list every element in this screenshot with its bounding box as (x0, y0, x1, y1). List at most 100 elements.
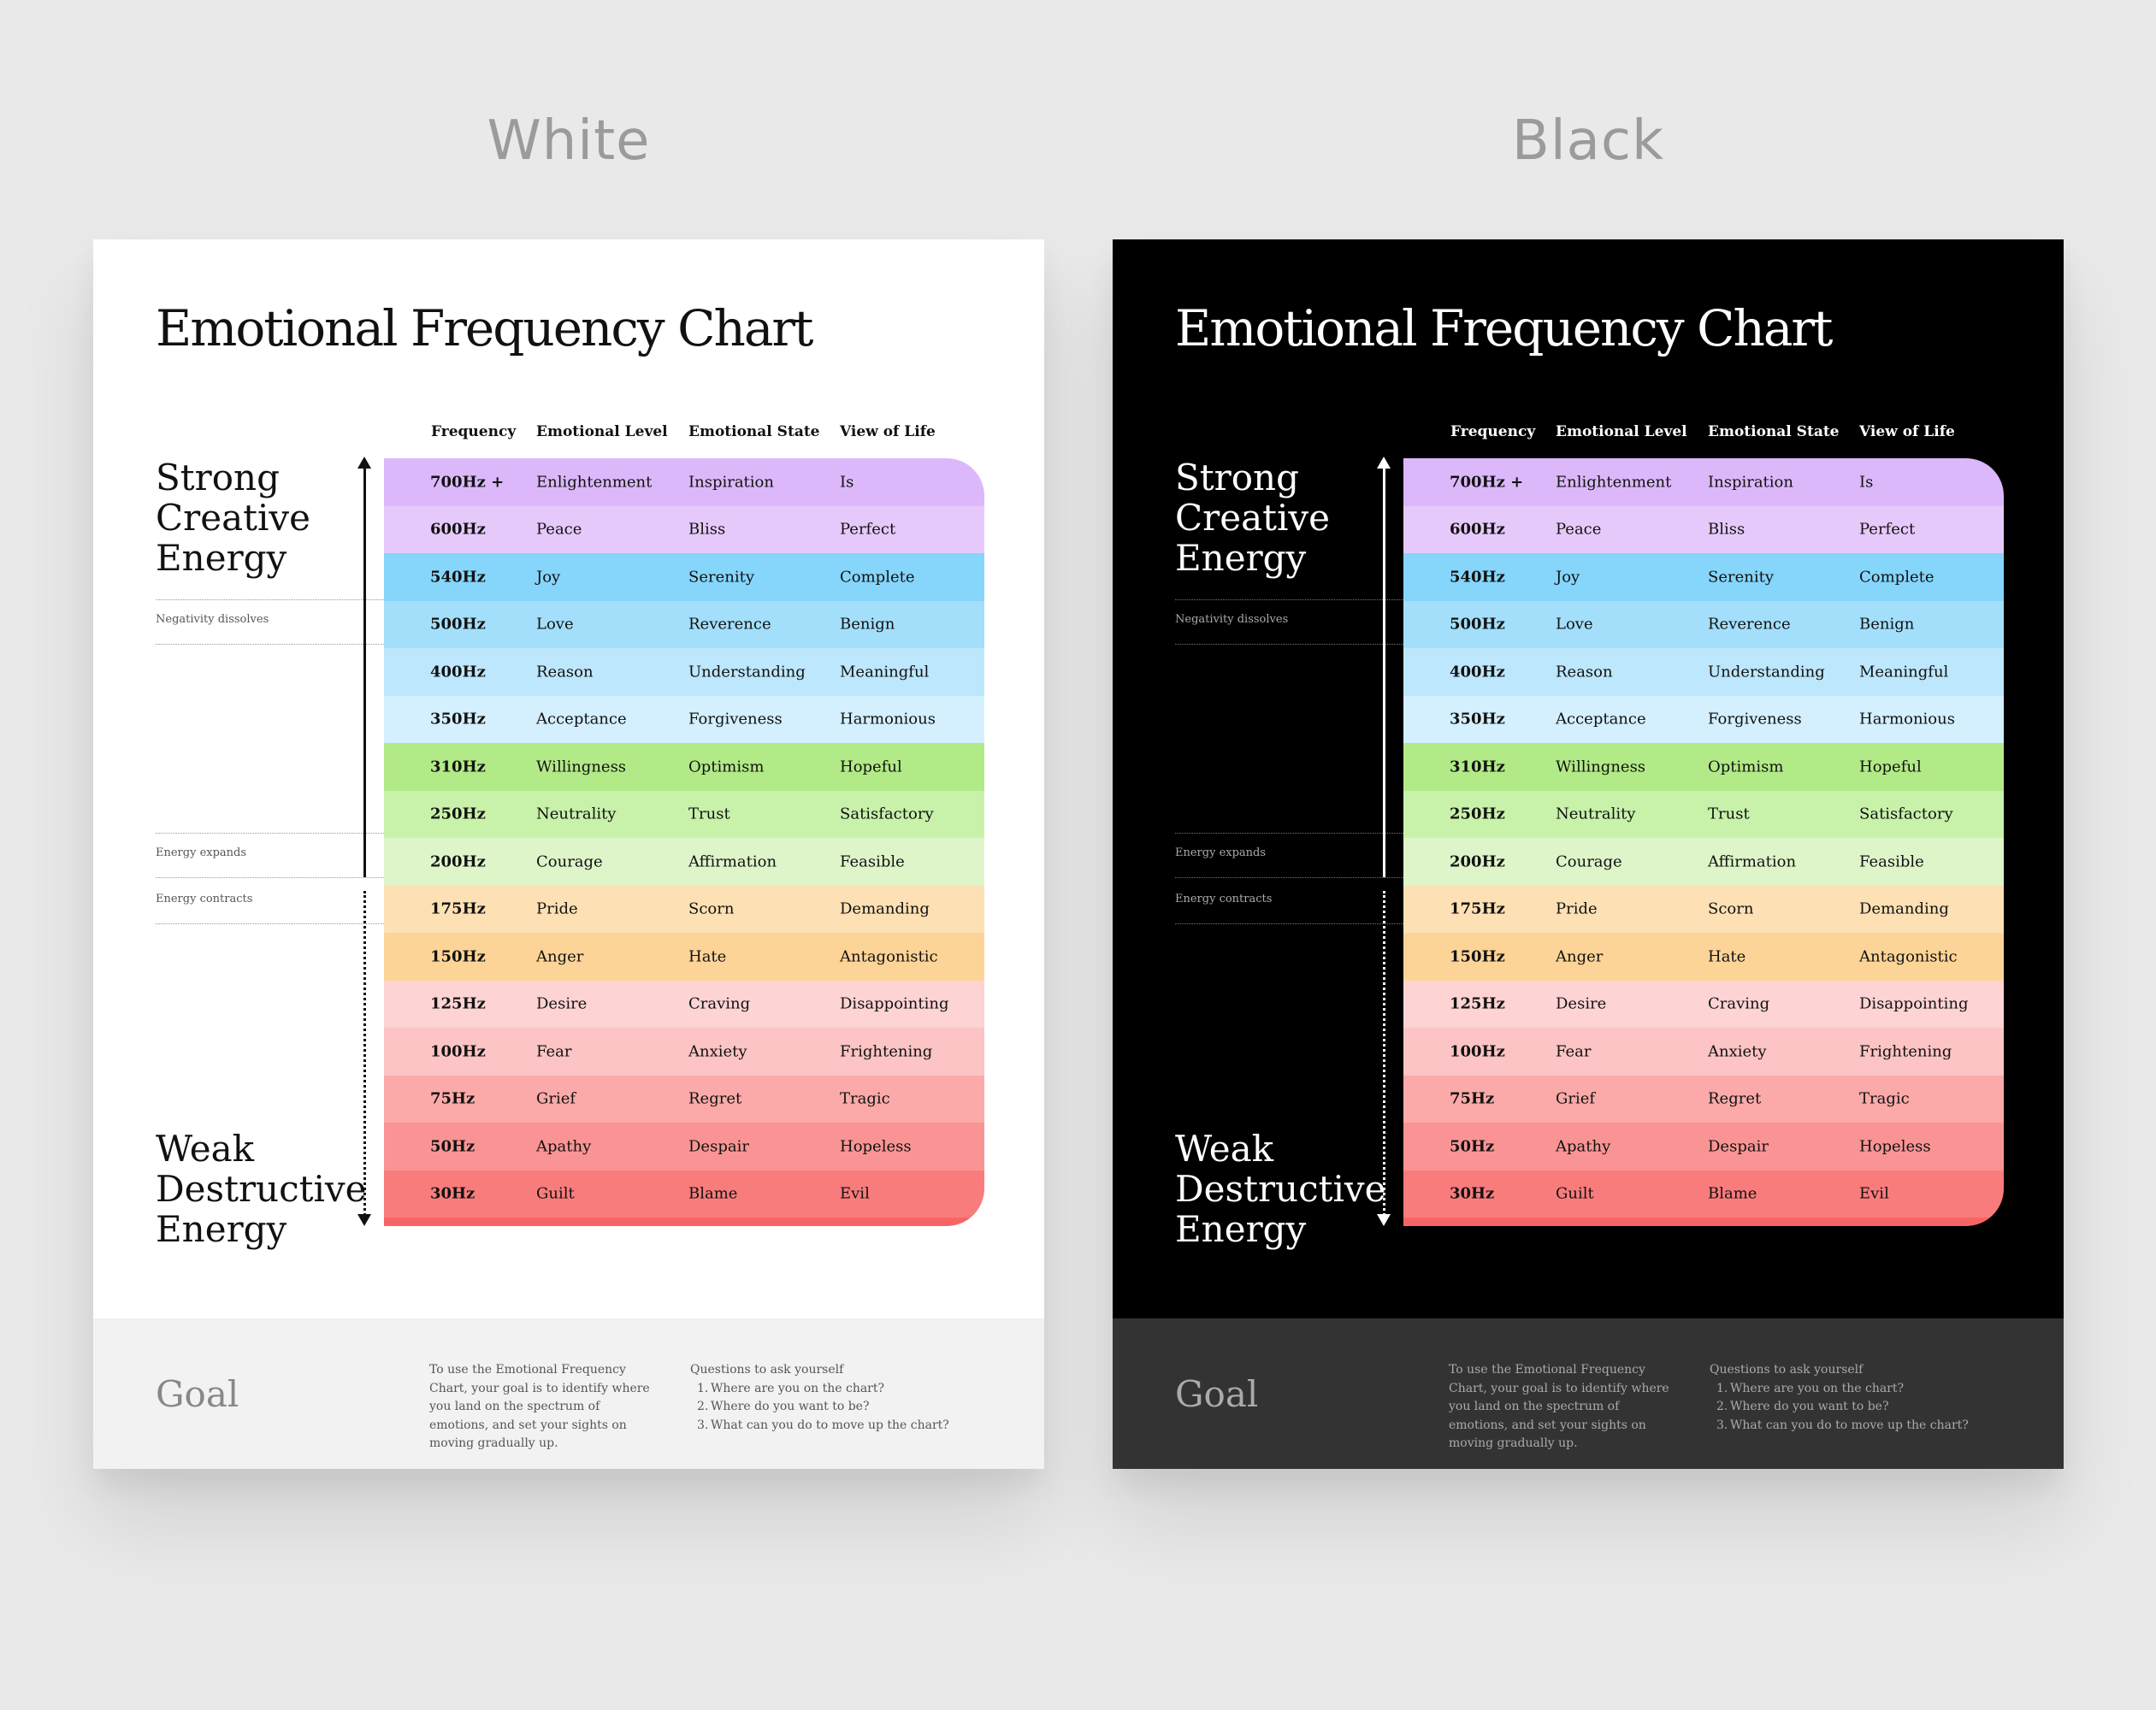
emotional-state-cell: Forgiveness (688, 710, 783, 728)
emotional-state-cell: Affirmation (1708, 852, 1797, 871)
emotional-level-cell: Grief (1556, 1089, 1596, 1108)
emotional-level-cell: Enlightenment (1556, 473, 1672, 492)
view-of-life-cell: Hopeful (840, 758, 902, 776)
view-of-life-cell: Disappointing (1859, 994, 1969, 1013)
strong-heading-line: Creative (1175, 497, 1331, 539)
table-row: 200Hz Courage Affirmation Feasible (384, 838, 984, 886)
frequency-cell: 350Hz (1450, 710, 1505, 728)
table-row: 175Hz Pride Scorn Demanding (384, 885, 984, 933)
frequency-cell: 75Hz (1450, 1089, 1495, 1108)
frequency-cell: 250Hz (1450, 805, 1505, 823)
question-text: Where do you want to be? (711, 1400, 870, 1413)
view-of-life-cell: Demanding (840, 899, 930, 918)
question-item: 2. Where do you want to be? (1716, 1400, 1889, 1413)
note-energy-contracts: Energy contracts (156, 893, 253, 905)
table-row: 700Hz + Enlightenment Inspiration Is (384, 458, 984, 506)
table-row: 50Hz Apathy Despair Hopeless (384, 1123, 984, 1170)
frequency-cell: 175Hz (430, 899, 486, 918)
emotional-state-cell: Trust (1708, 805, 1750, 823)
emotional-state-cell: Regret (688, 1089, 742, 1108)
frequency-cell: 700Hz + (1450, 473, 1524, 492)
view-of-life-cell: Meaningful (1859, 663, 1949, 681)
frequency-cell: 200Hz (1450, 852, 1505, 871)
table-row: 20HzShameHumiliationMiserable (384, 1218, 984, 1226)
table-row: 310Hz Willingness Optimism Hopeful (1403, 743, 2004, 791)
frequency-cell: 150Hz (1450, 947, 1505, 966)
view-of-life-cell: Antagonistic (1859, 947, 1958, 966)
table-row: 700Hz + Enlightenment Inspiration Is (1403, 458, 2004, 506)
divider (1175, 877, 1403, 878)
emotional-level-cell: Love (1556, 615, 1593, 634)
emotional-level-cell: Reason (536, 663, 594, 681)
emotional-level-cell: Desire (1556, 994, 1607, 1013)
emotional-state-cell: Understanding (688, 663, 806, 681)
goal-intro-text: To use the Emotional Frequency Chart, yo… (1449, 1363, 1669, 1450)
note-negativity-dissolves: Negativity dissolves (1175, 613, 1289, 626)
emotional-state-cell: Hate (688, 947, 727, 966)
table-row: 400Hz Reason Understanding Meaningful (384, 648, 984, 696)
table-row: 350Hz Acceptance Forgiveness Harmonious (1403, 695, 2004, 743)
emotional-level-cell: Courage (536, 852, 603, 871)
note-negativity-dissolves: Negativity dissolves (156, 613, 269, 626)
view-of-life-cell: Frightening (840, 1042, 933, 1061)
view-of-life-cell: Satisfactory (1859, 805, 1953, 823)
frequency-cell: 350Hz (430, 710, 486, 728)
divider (156, 877, 384, 878)
emotional-state-cell: Serenity (688, 568, 754, 587)
goal-footer: Goal To use the Emotional Frequency Char… (93, 1318, 1044, 1469)
view-of-life-cell: Harmonious (1859, 710, 1955, 728)
emotional-state-cell: Inspiration (688, 473, 774, 492)
view-of-life-cell: Meaningful (840, 663, 930, 681)
view-of-life-cell: Is (1859, 473, 1874, 492)
emotional-level-cell: Love (536, 615, 574, 634)
view-of-life-cell: Is (840, 473, 854, 492)
column-header-frequency: Frequency (431, 423, 517, 440)
goal-footer: Goal To use the Emotional Frequency Char… (1113, 1318, 2064, 1469)
view-of-life-cell: Hopeless (840, 1137, 912, 1156)
arrow-down-dotted-line (363, 891, 366, 1216)
frequency-cell: 540Hz (1450, 568, 1505, 587)
divider (156, 833, 384, 834)
emotional-level-cell: Willingness (1556, 758, 1646, 776)
frequency-table: 700Hz + Enlightenment Inspiration Is 600Hz Pe… (1403, 458, 2004, 1226)
emotional-state-cell: Scorn (1708, 899, 1754, 918)
goal-intro-text: To use the Emotional Frequency Chart, yo… (429, 1363, 650, 1450)
arrow-down-icon (357, 1214, 371, 1226)
poster-title: Emotional Frequency Chart (156, 299, 813, 357)
question-text: Where are you on the chart? (1730, 1381, 1904, 1395)
emotional-level-cell: Joy (536, 568, 561, 587)
table-row: 150Hz Anger Hate Antagonistic (384, 933, 984, 981)
emotional-level-cell: Joy (1556, 568, 1580, 587)
frequency-cell: 175Hz (1450, 899, 1505, 918)
goal-heading: Goal (156, 1373, 239, 1415)
view-of-life-cell: Hopeless (1859, 1137, 1931, 1156)
table-row: 50Hz Apathy Despair Hopeless (1403, 1123, 2004, 1170)
divider (156, 644, 384, 645)
table-row: 200Hz Courage Affirmation Feasible (1403, 838, 2004, 886)
emotional-state-cell: Inspiration (1708, 473, 1793, 492)
frequency-cell: 310Hz (430, 758, 486, 776)
divider (1175, 644, 1403, 645)
emotional-level-cell: Willingness (536, 758, 627, 776)
emotional-level-cell: Apathy (536, 1137, 592, 1156)
divider (1175, 599, 1403, 600)
frequency-cell: 150Hz (430, 947, 486, 966)
strong-heading-line: Energy (1175, 537, 1307, 579)
frequency-cell: 100Hz (430, 1042, 486, 1061)
strong-creative-energy-heading: Strong Creative Energy (1175, 457, 1330, 578)
view-of-life-cell: Disappointing (840, 994, 949, 1013)
emotional-level-cell: Neutrality (1556, 805, 1636, 823)
table-row: 30Hz Guilt Blame Evil (384, 1170, 984, 1218)
table-row: 500Hz Love Reverence Benign (384, 600, 984, 648)
frequency-cell: 400Hz (1450, 663, 1505, 681)
frequency-cell: 30Hz (430, 1184, 476, 1203)
frequency-cell: 200Hz (430, 852, 486, 871)
emotional-level-cell: Acceptance (536, 710, 627, 728)
frequency-cell: 500Hz (430, 615, 486, 634)
emotional-level-cell: Fear (536, 1042, 572, 1061)
emotional-level-cell: Pride (536, 899, 578, 918)
poster-title: Emotional Frequency Chart (1175, 299, 1833, 357)
emotional-level-cell: Acceptance (1556, 710, 1646, 728)
weak-destructive-energy-heading: Weak Destructive Energy (1175, 1129, 1386, 1249)
emotional-state-cell: Regret (1708, 1089, 1762, 1108)
